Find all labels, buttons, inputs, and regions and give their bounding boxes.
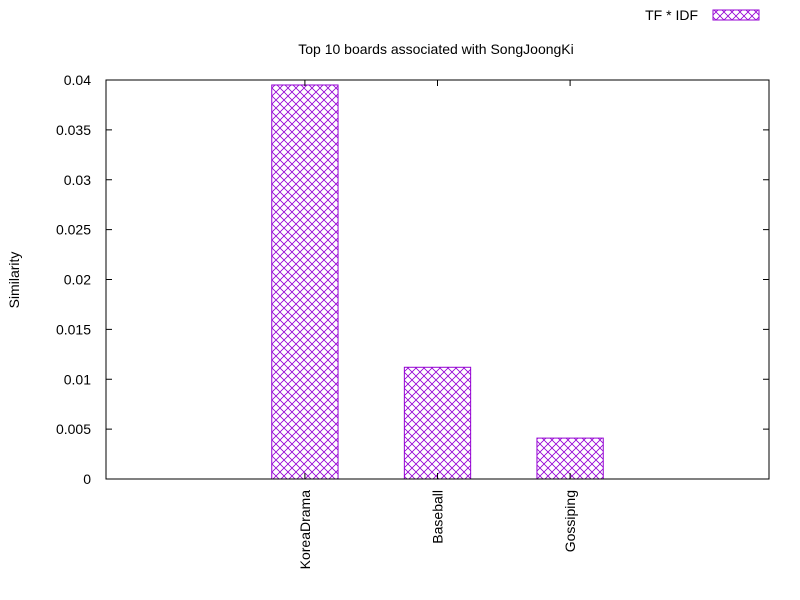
bar-baseball [403,366,472,480]
y-axis-ticks: 0 0.005 0.01 0.015 0.02 0.025 0.03 0.035 0.04 [56,72,769,487]
y-axis-label: Similarity [6,252,22,309]
plot-frame [105,79,770,480]
legend-label: TF * IDF [645,7,698,23]
chart-title: Top 10 boards associated with SongJoongK… [298,41,574,57]
legend-swatch [712,9,760,21]
y-tick-label: 0.01 [64,371,91,387]
y-tick-label: 0 [83,471,91,487]
legend: TF * IDF [645,7,760,23]
x-tick-label: Baseball [430,490,446,544]
y-tick-label: 0.04 [64,72,91,88]
y-tick-label: 0.005 [56,421,91,437]
x-axis-ticks: KoreaDrama Baseball Gossiping [297,80,578,569]
y-tick-label: 0.035 [56,122,91,138]
x-tick-label: Gossiping [562,490,578,552]
y-tick-label: 0.02 [64,272,91,288]
y-tick-label: 0.015 [56,321,91,337]
y-tick-label: 0.03 [64,172,91,188]
bar-koreadrama [271,84,339,480]
x-tick-label: KoreaDrama [297,490,313,570]
bar-gossiping [536,437,604,480]
bars [271,84,604,480]
y-tick-label: 0.025 [56,222,91,238]
